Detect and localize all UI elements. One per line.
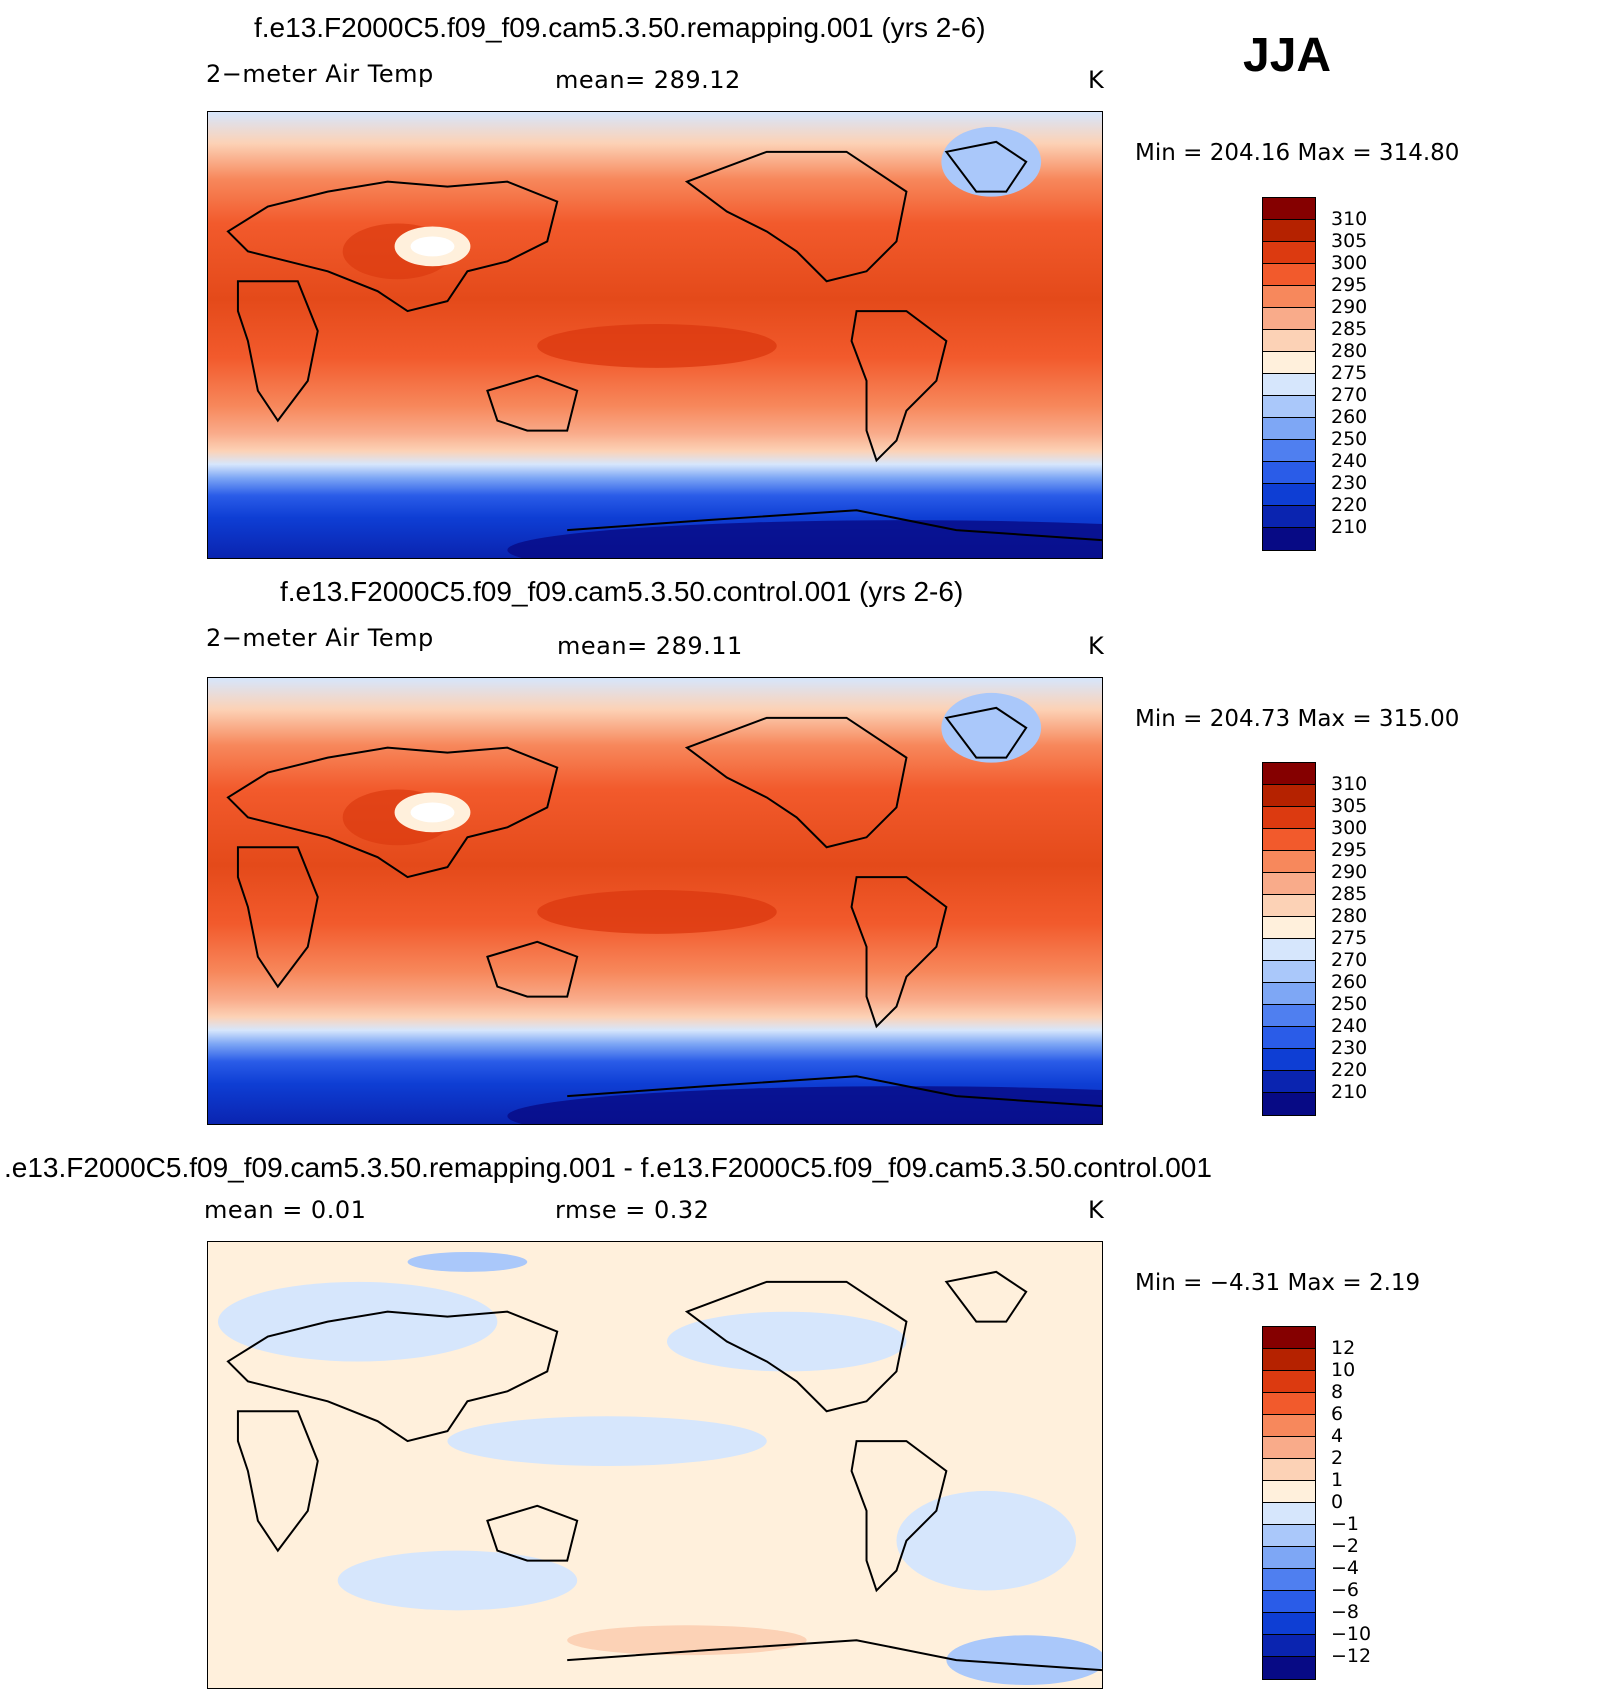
cb3-label: −2 — [1331, 1535, 1360, 1557]
cb2-label: 230 — [1331, 1037, 1368, 1059]
panel3-title: .e13.F2000C5.f09_f09.cam5.3.50.remapping… — [4, 1152, 1212, 1183]
cb3-label: 0 — [1331, 1491, 1344, 1513]
cb1-label: 230 — [1331, 472, 1368, 494]
panel2-map — [207, 677, 1103, 1125]
cb3-label: −12 — [1331, 1645, 1372, 1667]
cb1-label: 270 — [1331, 384, 1368, 406]
cb2-label: 285 — [1331, 883, 1368, 905]
cb3-label: 4 — [1331, 1425, 1344, 1447]
cb1-label: 300 — [1331, 252, 1368, 274]
panel2-title: f.e13.F2000C5.f09_f09.cam5.3.50.control.… — [280, 576, 964, 607]
cb1-label: 220 — [1331, 494, 1368, 516]
cb3-label: 10 — [1331, 1359, 1356, 1381]
cb3-label: −6 — [1331, 1579, 1360, 1601]
cb1-label: 240 — [1331, 450, 1368, 472]
panel1-mean: mean= 289.12 — [555, 66, 741, 94]
cb2-label: 290 — [1331, 861, 1368, 883]
cb2-label: 275 — [1331, 927, 1368, 949]
cb3-label: −8 — [1331, 1601, 1360, 1623]
cb2-label: 280 — [1331, 905, 1368, 927]
panel2-colorbar — [1262, 762, 1316, 1116]
panel3-map-svg — [208, 1242, 1102, 1688]
cb2-label: 295 — [1331, 839, 1368, 861]
panel3-mean: mean = 0.01 — [204, 1196, 367, 1224]
cb2-label: 310 — [1331, 773, 1368, 795]
panel1-variable: 2−meter Air Temp — [206, 60, 434, 88]
panel2-variable: 2−meter Air Temp — [206, 624, 434, 652]
cb3-label: 1 — [1331, 1469, 1344, 1491]
cb1-label: 295 — [1331, 274, 1368, 296]
panel3-map — [207, 1241, 1103, 1689]
cb1-label: 275 — [1331, 362, 1368, 384]
cb1-label: 210 — [1331, 516, 1368, 538]
panel2-map-svg — [208, 678, 1102, 1124]
cb2-label: 240 — [1331, 1015, 1368, 1037]
panel3-minmax: Min = −4.31 Max = 2.19 — [1135, 1270, 1421, 1296]
cb2-label: 260 — [1331, 971, 1368, 993]
cb1-label: 310 — [1331, 208, 1368, 230]
cb2-label: 250 — [1331, 993, 1368, 1015]
panel1-colorbar — [1262, 197, 1316, 551]
cb2-label: 220 — [1331, 1059, 1368, 1081]
panel3-rmse: rmse = 0.32 — [555, 1196, 710, 1224]
cb2-label: 270 — [1331, 949, 1368, 971]
cb1-label: 280 — [1331, 340, 1368, 362]
cb3-label: −1 — [1331, 1513, 1360, 1535]
panel1-units: K — [1088, 66, 1105, 94]
panel2-units: K — [1088, 632, 1105, 660]
cb1-label: 290 — [1331, 296, 1368, 318]
cb3-label: −4 — [1331, 1557, 1360, 1579]
cb1-label: 285 — [1331, 318, 1368, 340]
panel1-map — [207, 111, 1103, 559]
panel3-units: K — [1088, 1196, 1105, 1224]
cb3-label: 8 — [1331, 1381, 1344, 1403]
panel2-mean: mean= 289.11 — [557, 632, 743, 660]
cb3-label: 6 — [1331, 1403, 1344, 1425]
panel3-colorbar — [1262, 1326, 1316, 1680]
cb1-label: 260 — [1331, 406, 1368, 428]
panel2-minmax: Min = 204.73 Max = 315.00 — [1135, 706, 1460, 732]
cb2-label: 305 — [1331, 795, 1368, 817]
season-label: JJA — [1243, 29, 1332, 82]
cb1-label: 250 — [1331, 428, 1368, 450]
panel1-minmax: Min = 204.16 Max = 314.80 — [1135, 140, 1460, 166]
panel1-map-svg — [208, 112, 1102, 558]
cb3-label: 2 — [1331, 1447, 1344, 1469]
cb3-label: −10 — [1331, 1623, 1372, 1645]
cb1-label: 305 — [1331, 230, 1368, 252]
cb2-label: 300 — [1331, 817, 1368, 839]
cb2-label: 210 — [1331, 1081, 1368, 1103]
panel1-title: f.e13.F2000C5.f09_f09.cam5.3.50.remappin… — [254, 12, 986, 43]
cb3-label: 12 — [1331, 1337, 1356, 1359]
